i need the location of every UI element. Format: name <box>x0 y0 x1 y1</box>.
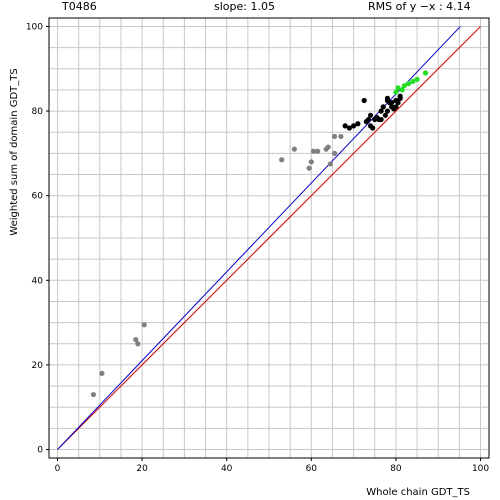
data-point <box>338 133 344 140</box>
data-point <box>135 341 141 347</box>
x-tick-label: 100 <box>472 464 489 474</box>
data-point <box>90 391 97 398</box>
plot-frame <box>48 17 490 459</box>
data-point <box>395 85 401 91</box>
data-point <box>361 97 367 104</box>
y-tick-label: 40 <box>32 276 44 286</box>
reference-lines <box>57 26 481 450</box>
data-point <box>367 112 374 118</box>
y-tick-label: 60 <box>32 192 44 202</box>
data-point <box>342 123 348 129</box>
x-axis-label: Whole chain GDT_TS <box>366 487 470 498</box>
data-point <box>141 322 147 328</box>
x-tick-label: 0 <box>55 464 61 474</box>
data-point <box>99 370 105 376</box>
reference-line <box>57 26 461 450</box>
data-point <box>393 89 399 95</box>
data-points <box>90 70 429 398</box>
data-point <box>308 159 314 165</box>
data-point <box>315 148 321 154</box>
data-point <box>406 80 412 87</box>
data-point <box>395 100 401 106</box>
header-slope: slope: 1.05 <box>214 0 275 13</box>
data-point <box>370 125 376 131</box>
data-point <box>422 70 429 76</box>
x-tick-label: 40 <box>221 464 233 474</box>
data-point <box>414 76 420 82</box>
data-point <box>378 108 384 114</box>
header-rms: RMS of y −x : 4.14 <box>368 0 471 13</box>
data-point <box>346 125 352 131</box>
x-tick-label: 20 <box>136 464 148 474</box>
data-point <box>291 146 297 152</box>
data-point <box>327 161 333 167</box>
data-point <box>331 150 338 156</box>
data-point <box>401 83 407 89</box>
y-axis-label: Weighted sum of domain GDT_TS <box>9 68 20 235</box>
grid <box>49 18 489 458</box>
y-tick-label: 0 <box>37 446 43 456</box>
data-point <box>306 165 312 171</box>
data-point <box>355 121 361 127</box>
data-point <box>384 95 391 101</box>
data-point <box>351 123 357 129</box>
data-point <box>380 104 386 110</box>
data-point <box>310 148 317 154</box>
y-tick-label: 100 <box>26 22 43 32</box>
data-point <box>389 100 395 106</box>
data-point <box>393 104 399 110</box>
data-point <box>365 116 372 123</box>
reference-line <box>57 26 481 450</box>
y-tick-label: 20 <box>32 361 44 371</box>
data-point <box>384 108 391 114</box>
data-point <box>382 112 388 118</box>
data-point <box>279 157 285 163</box>
data-point <box>378 116 384 123</box>
data-point <box>410 78 416 85</box>
x-tick-label: 60 <box>306 464 318 474</box>
data-point <box>399 87 405 93</box>
data-point <box>331 133 338 140</box>
data-point <box>133 336 139 343</box>
x-tick-label: 80 <box>390 464 402 474</box>
header-target: T0486 <box>61 0 97 13</box>
tick-labels: 0 20 40 60 80 100 0 20 40 60 80 100 <box>26 22 490 474</box>
y-tick-label: 80 <box>32 107 44 117</box>
data-point <box>397 93 403 99</box>
data-point <box>325 144 331 150</box>
